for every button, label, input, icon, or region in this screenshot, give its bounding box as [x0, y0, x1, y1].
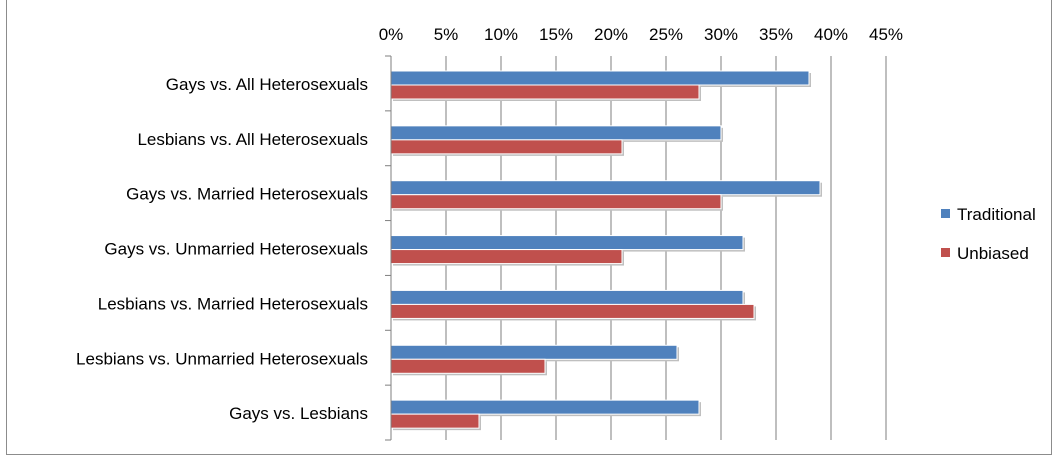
bar-unbiased: [390, 413, 480, 429]
bar-traditional: [390, 289, 744, 305]
x-axis-ticks: 0% 5% 10% 15% 20% 25% 30% 35% 40% 45%: [379, 25, 903, 44]
category-labels: Gays vs. All Heterosexuals Lesbians vs. A…: [76, 75, 368, 423]
category-label: Lesbians vs. All Heterosexuals: [137, 130, 368, 149]
category-label: Lesbians vs. Unmarried Heterosexuals: [76, 349, 368, 368]
category-label: Lesbians vs. Married Heterosexuals: [98, 294, 368, 313]
legend-swatch-unbiased: [941, 248, 950, 257]
bars: [390, 70, 822, 431]
category-label: Gays vs. Lesbians: [229, 404, 368, 423]
category-label: Gays vs. Married Heterosexuals: [126, 185, 368, 204]
legend: Traditional Unbiased: [941, 205, 1036, 263]
x-tick-label: 15%: [539, 25, 573, 44]
bar-traditional: [390, 344, 678, 360]
bar-unbiased: [390, 358, 546, 374]
axes: [385, 55, 392, 441]
x-tick-label: 0%: [379, 25, 404, 44]
x-tick-label: 10%: [484, 25, 518, 44]
bar-traditional: [390, 70, 810, 86]
bar-traditional: [390, 399, 700, 415]
x-tick-label: 40%: [814, 25, 848, 44]
bar-traditional: [390, 180, 821, 196]
legend-label-unbiased: Unbiased: [957, 244, 1029, 263]
bar-traditional: [390, 125, 722, 141]
bar-unbiased: [390, 303, 755, 319]
x-tick-label: 25%: [649, 25, 683, 44]
bar-unbiased: [390, 84, 700, 100]
x-tick-label: 45%: [869, 25, 903, 44]
legend-swatch-traditional: [941, 209, 950, 218]
x-tick-label: 20%: [594, 25, 628, 44]
bar-unbiased: [390, 249, 623, 265]
x-tick-label: 35%: [759, 25, 793, 44]
x-tick-label: 30%: [704, 25, 738, 44]
bar-traditional: [390, 235, 744, 251]
legend-label-traditional: Traditional: [957, 205, 1036, 224]
category-label: Gays vs. Unmarried Heterosexuals: [104, 240, 368, 259]
bar-unbiased: [390, 194, 722, 210]
bar-unbiased: [390, 139, 623, 155]
category-label: Gays vs. All Heterosexuals: [166, 75, 368, 94]
x-tick-label: 5%: [434, 25, 459, 44]
